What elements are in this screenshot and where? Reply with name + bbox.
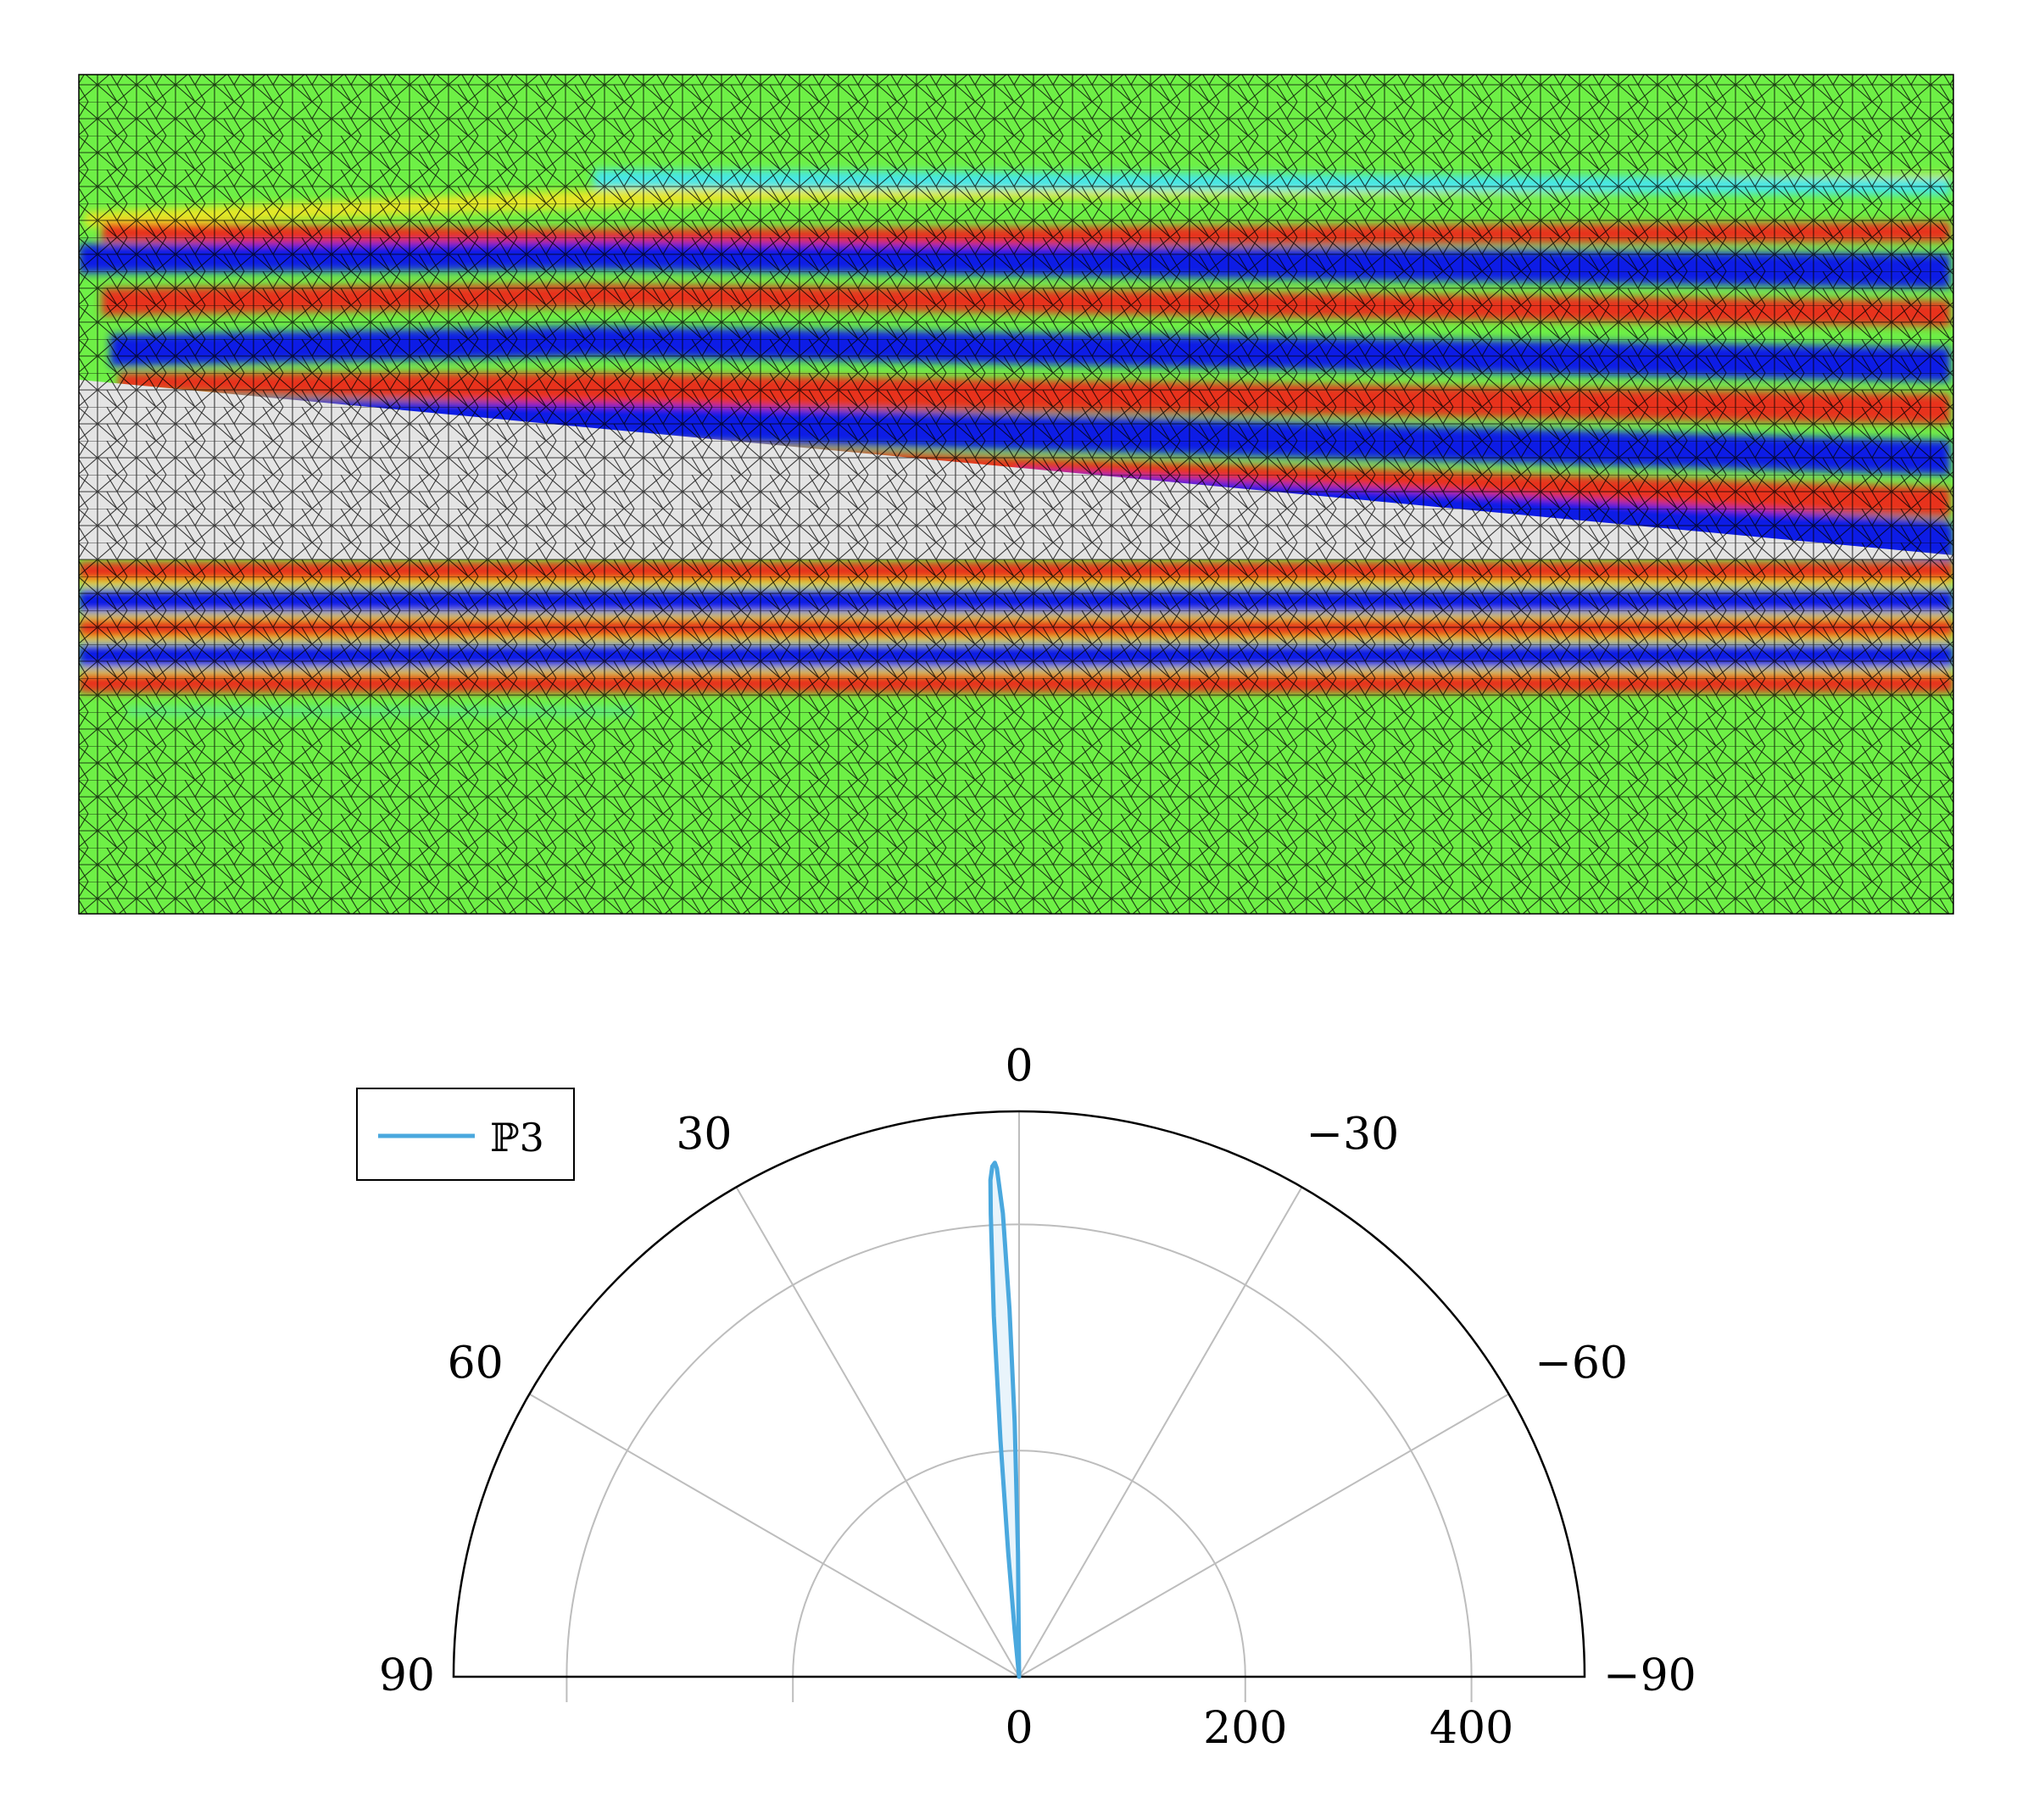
theta-tick-label: 90 <box>379 1650 435 1701</box>
theta-tick-label: 30 <box>676 1110 732 1160</box>
legend-label: ℙ3 <box>490 1115 544 1160</box>
theta-spoke <box>735 1186 1020 1678</box>
r-tick-label: 200 <box>1203 1703 1287 1754</box>
triangular-mesh <box>79 75 1953 914</box>
polar-series <box>988 1160 1022 1679</box>
r-tick-label: 400 <box>1429 1703 1513 1754</box>
theta-tick-label: 0 <box>1005 1041 1033 1092</box>
r-tick-label: 0 <box>1005 1703 1033 1754</box>
theta-tick-label: −30 <box>1306 1110 1400 1160</box>
field-border <box>78 74 1954 915</box>
theta-spoke <box>528 1393 1020 1678</box>
series-line <box>988 1160 1022 1679</box>
theta-tick-label: 60 <box>448 1339 504 1389</box>
theta-spoke <box>1018 1393 1510 1678</box>
polar-outer-boundary <box>452 1110 1586 1678</box>
theta-tick-label: −60 <box>1535 1339 1628 1389</box>
wave-field-heatmap <box>79 75 1953 914</box>
legend: ℙ3 <box>356 1088 575 1181</box>
polar-chart: 90 60 30 0 −30 −60 −90 0 200 400 ℙ3 <box>356 1041 1696 1754</box>
polar-labels: 90 60 30 0 −30 −60 −90 0 200 400 <box>379 1041 1696 1754</box>
polar-grid <box>452 1110 1586 1702</box>
theta-tick-label: −90 <box>1603 1650 1696 1701</box>
theta-spoke <box>1018 1186 1303 1678</box>
